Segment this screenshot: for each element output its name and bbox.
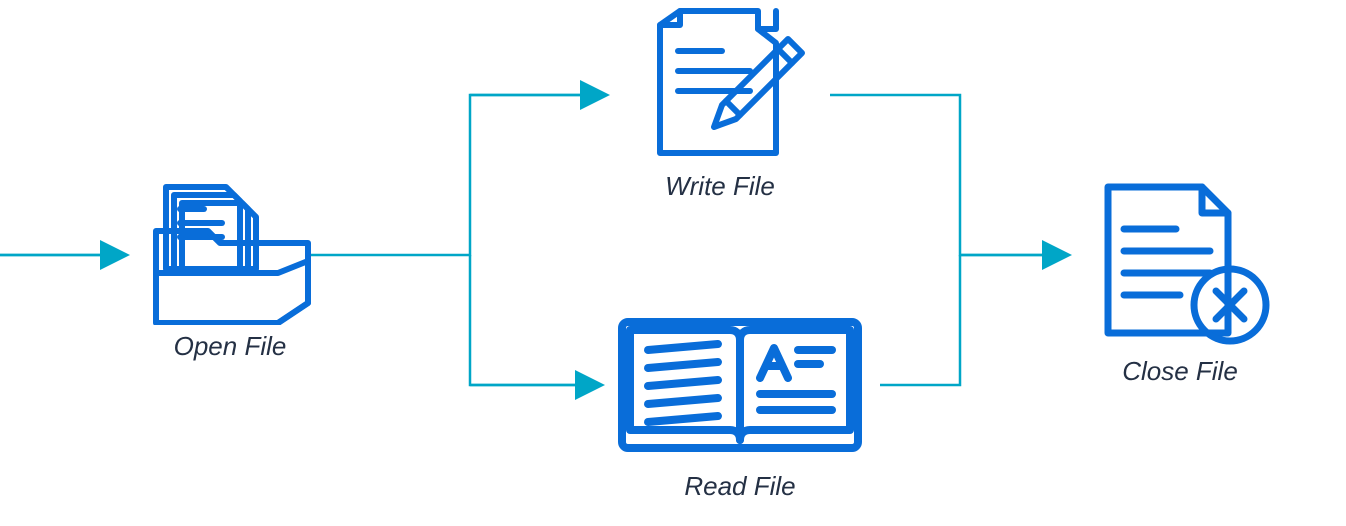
- node-close-file-label: Close File: [1080, 356, 1280, 387]
- write-file-icon: [630, 5, 810, 165]
- node-open-file: Open File: [140, 175, 320, 362]
- node-write-file: Write File: [620, 5, 820, 202]
- node-open-file-label: Open File: [140, 331, 320, 362]
- node-read-file: Read File: [610, 300, 870, 502]
- node-close-file: Close File: [1080, 175, 1280, 387]
- open-book-icon: [610, 300, 870, 465]
- folder-files-icon: [140, 175, 320, 325]
- node-read-file-label: Read File: [610, 471, 870, 502]
- node-write-file-label: Write File: [620, 171, 820, 202]
- close-file-icon: [1080, 175, 1280, 350]
